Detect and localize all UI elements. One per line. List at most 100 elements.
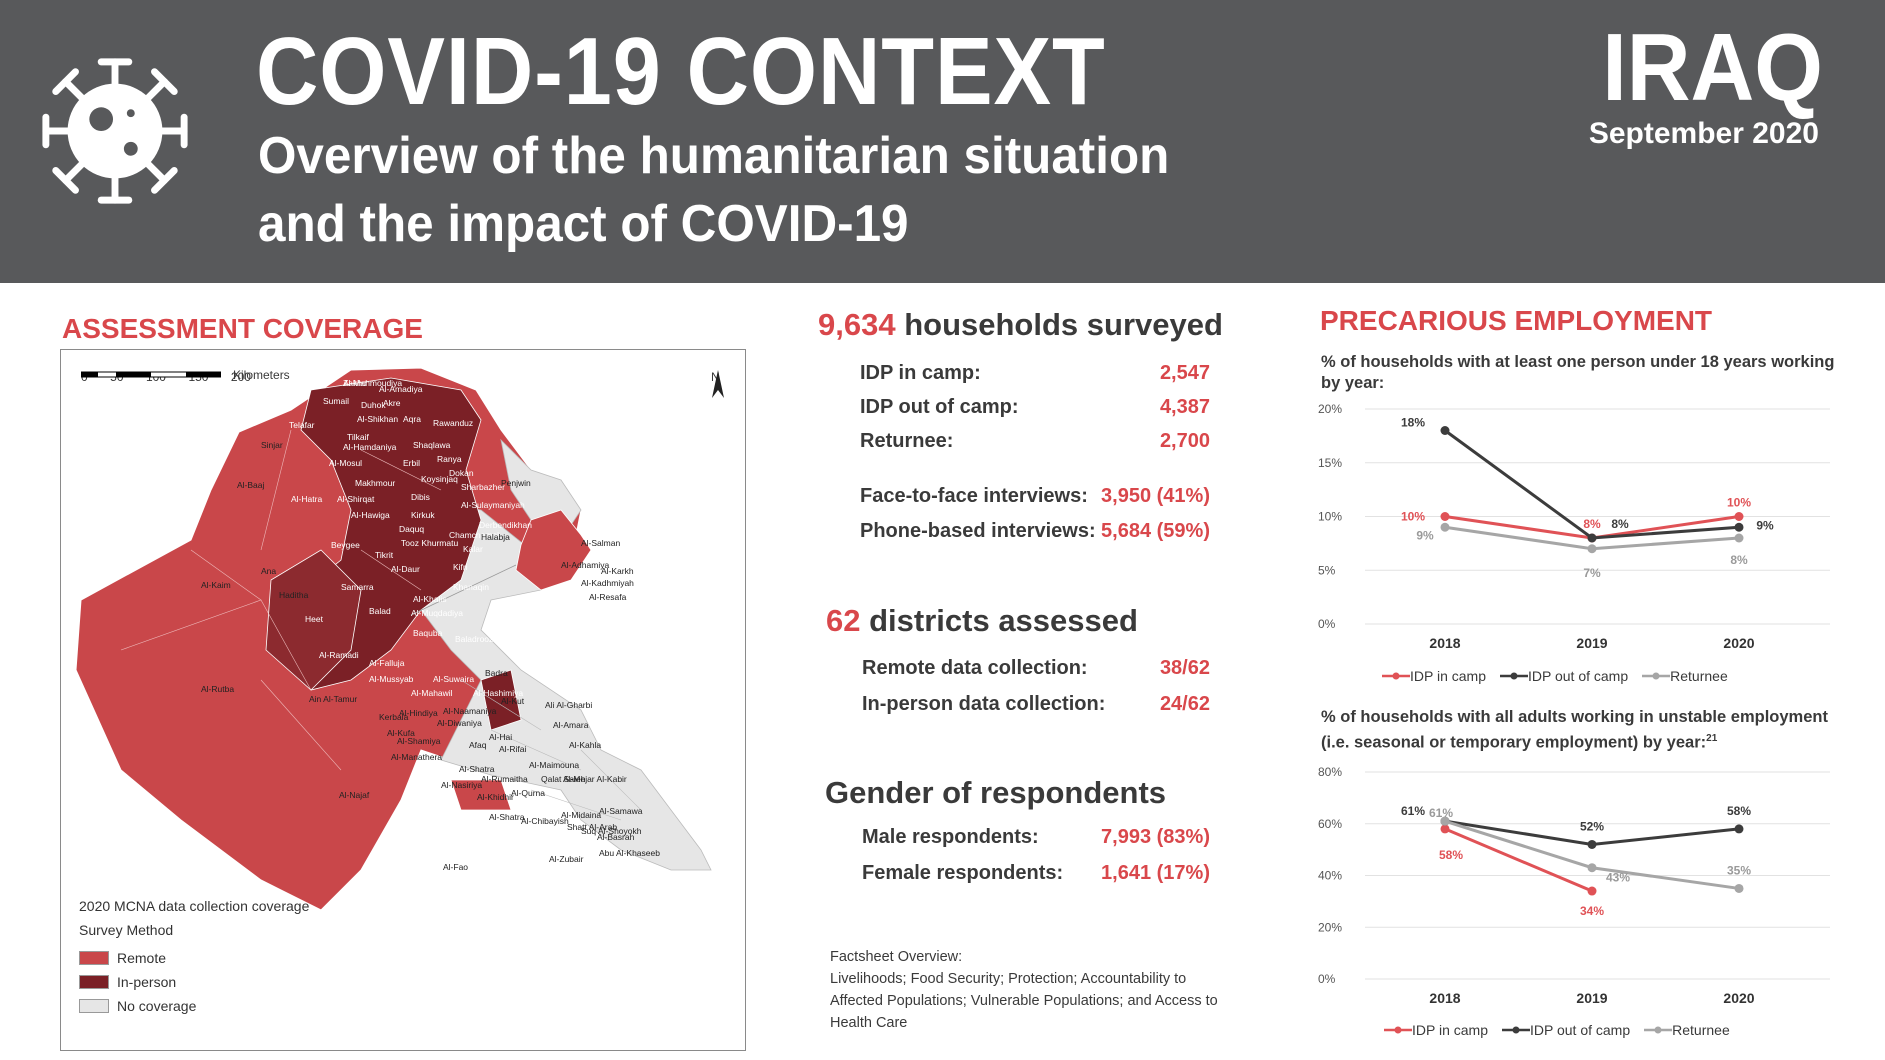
district-label: Ali Al-Gharbi	[545, 700, 593, 710]
y-tick-label: 10%	[1318, 510, 1342, 524]
district-label: Al-Salman	[581, 538, 621, 548]
district-label: Halabja	[481, 532, 510, 542]
districts-label: districts assessed	[869, 603, 1138, 638]
chart-under18-working: 0% 5% 10% 15% 20% 2018 2019 2020 10% 8% 10% 18% 8% 9%…	[1318, 402, 1830, 651]
chart1-caption: % of households with at least one person…	[1321, 353, 1835, 392]
district-label: Al-Najaf	[339, 790, 370, 800]
stat-value: 38/62	[1159, 657, 1210, 679]
y-tick-label: 60%	[1318, 817, 1342, 831]
district-label: Akre	[383, 398, 401, 408]
data-point	[1587, 533, 1597, 543]
stat-label: Female respondents:	[862, 862, 1064, 884]
district-label: Al-Zubair	[549, 854, 584, 864]
legend-title: 2020 MCNA data collection coverage	[79, 898, 310, 914]
district-label: Balad	[369, 606, 391, 616]
district-label: Ana	[261, 566, 277, 576]
stat-value: 2,700	[1159, 430, 1210, 452]
data-label: 10%	[1727, 496, 1751, 510]
district-label: Al-Khalis	[413, 594, 447, 604]
district-label: Sinjar	[261, 440, 283, 450]
district-label: Tilkaif	[347, 432, 369, 442]
district-label: Baquba	[413, 628, 443, 638]
district-label: Penjwin	[501, 478, 531, 488]
district-label: Telafar	[289, 420, 315, 430]
district-label: Koysinjaq	[421, 474, 458, 484]
district-label: Al-Resafa	[589, 592, 627, 602]
legend-marker	[1384, 1026, 1412, 1034]
chart1-legend: IDP in camp IDP out of camp Returnee	[1382, 668, 1742, 684]
district-label: Makhmour	[355, 478, 396, 488]
district-label: Al-Hatra	[291, 494, 323, 504]
district-label: Sumail	[323, 396, 349, 406]
district-label: Al-Muqdadiya	[411, 608, 463, 618]
district-label: Chamchamal	[449, 530, 500, 540]
data-point	[1587, 839, 1597, 849]
y-tick-label: 20%	[1318, 920, 1342, 934]
legend-label: Returnee	[1670, 668, 1728, 684]
district-label: Al-Fao	[443, 862, 469, 872]
district-label: Al-Basrah	[597, 832, 635, 842]
district-label: Al-Hawiga	[351, 510, 390, 520]
page-title: COVID-19 CONTEXT	[256, 18, 1106, 125]
households-count: 9,634	[818, 307, 896, 342]
stat-value: 4,387	[1159, 396, 1210, 418]
data-point	[1587, 886, 1597, 896]
data-label: 8%	[1583, 517, 1601, 531]
households-surveyed-heading: 9,634 households surveyed	[818, 307, 1223, 343]
stat-value: 3,950 (41%)	[1101, 485, 1210, 507]
page-subtitle: Overview of the humanitarian situation a…	[258, 122, 1169, 258]
header-banner: COVID-19 CONTEXT Overview of the humanit…	[0, 0, 1885, 283]
legend-item-remote: Remote	[79, 946, 309, 970]
legend-item-returnee: Returnee	[1644, 1022, 1730, 1038]
district-label: Al-Shirqat	[337, 494, 375, 504]
district-label: Sharbazher	[461, 482, 505, 492]
legend-marker	[1500, 672, 1528, 680]
precarious-employment-title: PRECARIOUS EMPLOYMENT	[1320, 305, 1713, 336]
district-label: Kirkuk	[411, 510, 435, 520]
district-label: Abu Al-Khaseeb	[599, 848, 660, 858]
map-scale-bar: 0 50 100 150 200	[81, 370, 251, 384]
district-label: Al-Ramadi	[319, 650, 359, 660]
district-label: Al-Maimouna	[529, 760, 580, 770]
stat-value: 5,684 (59%)	[1101, 520, 1210, 542]
report-date: September 2020	[1588, 117, 1819, 150]
district-label: Al-Samawa	[599, 806, 643, 816]
households-label: households surveyed	[904, 307, 1223, 342]
legend-swatch	[79, 975, 109, 989]
data-label: 10%	[1401, 510, 1425, 524]
data-point	[1734, 533, 1744, 543]
data-point	[1734, 824, 1744, 834]
coverage-map: 0 50 100 150 200 Kilometers N Zakho Al-Am…	[60, 349, 746, 1051]
legend-item-returnee: Returnee	[1642, 668, 1728, 684]
district-label: Badra	[485, 668, 508, 678]
legend-marker	[1382, 672, 1410, 680]
district-label: Qalat Saleh	[541, 774, 586, 784]
stat-label: In-person data collection:	[862, 693, 1106, 715]
district-label: Kerbala	[379, 712, 409, 722]
legend-label: In-person	[117, 974, 177, 990]
district-label: Ain Al-Tamur	[309, 694, 358, 704]
stat-label: Phone-based interviews:	[860, 520, 1096, 542]
district-label: Al-Daur	[391, 564, 420, 574]
district-label: Heet	[305, 614, 323, 624]
districts-count: 62	[826, 603, 861, 638]
district-label: Suq Al-Shoyokh	[581, 826, 642, 836]
district-label: Al-Adhamiya	[561, 560, 610, 570]
legend-label: IDP in camp	[1410, 668, 1486, 684]
stat-value: 24/62	[1159, 693, 1210, 715]
district-label: Haditha	[279, 590, 309, 600]
y-tick-label: 5%	[1318, 563, 1336, 577]
district-label: Al-Rutba	[201, 684, 235, 694]
data-label: 58%	[1439, 848, 1463, 862]
iraq-map-shape	[75, 367, 712, 911]
chart2-legend: IDP in camp IDP out of camp Returnee	[1384, 1022, 1744, 1038]
y-tick-label: 15%	[1318, 456, 1342, 470]
district-label: Al-Amara	[553, 720, 589, 730]
data-label: 61%	[1429, 806, 1453, 820]
stat-value: 2,547	[1159, 362, 1210, 384]
district-label: Aqra	[403, 414, 421, 424]
district-label: Dokan	[449, 468, 474, 478]
factsheet-text: Livelihoods; Food Security; Protection; …	[830, 971, 1218, 1031]
data-point	[1587, 544, 1597, 554]
legend-item-idp-in-camp: IDP in camp	[1382, 668, 1486, 684]
